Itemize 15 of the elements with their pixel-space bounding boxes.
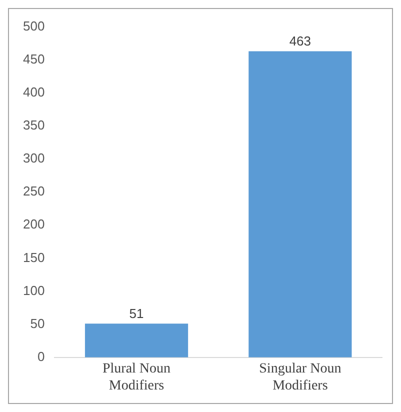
y-tick-label: 250 xyxy=(22,184,45,199)
y-tick-label: 500 xyxy=(22,18,45,34)
x-tick-label: Plural Noun Modifiers xyxy=(102,361,171,394)
y-tick-label: 150 xyxy=(22,250,45,265)
data-label: 51 xyxy=(129,306,144,321)
y-tick-label: 350 xyxy=(22,118,45,133)
y-tick-label: 200 xyxy=(22,216,45,232)
y-tick-label: 100 xyxy=(22,282,45,298)
data-label: 463 xyxy=(289,33,312,48)
y-tick-label: 400 xyxy=(22,84,45,100)
y-tick-label: 50 xyxy=(30,316,45,331)
y-tick-label: 0 xyxy=(37,348,45,364)
x-tick-label: Singular Noun Modifiers xyxy=(259,361,342,394)
y-tick-label: 300 xyxy=(22,150,45,166)
y-tick-label: 450 xyxy=(22,51,45,66)
